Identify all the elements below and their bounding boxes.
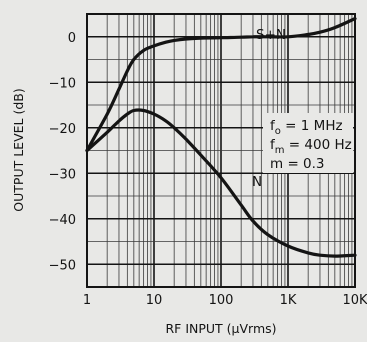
y-tick-label: −30 — [49, 167, 76, 182]
annotation-fm-value: = 400 Hz — [285, 137, 352, 153]
annotation-fo-symbol: f — [270, 118, 276, 134]
annotation-fm: fm = 400 Hz — [270, 137, 352, 156]
annotation-box — [263, 113, 353, 173]
y-tick-label: −20 — [49, 122, 76, 137]
y-tick-label: −40 — [49, 213, 76, 228]
series-layer — [85, 17, 357, 258]
x-tick-label: 10 — [146, 293, 163, 308]
x-tick-label: 1K — [280, 293, 297, 308]
tick-labels: 1 10 100 1K 10K 0 −10 −20 −30 −40 −50 — [49, 31, 367, 308]
annotation-m: m = 0.3 — [270, 156, 325, 172]
x-axis-label: RF INPUT (µVrms) — [165, 321, 276, 336]
annotation-fm-sub: m — [275, 145, 285, 156]
x-tick-label: 1 — [83, 293, 91, 308]
y-tick-label: −50 — [49, 258, 76, 273]
series-line-s-plus-n — [85, 17, 357, 153]
series-label-n: N — [252, 174, 262, 190]
series-line-n — [85, 108, 357, 258]
y-axis-label: OUTPUT LEVEL (dB) — [11, 88, 26, 211]
annotation-fo-value: = 1 MHz — [281, 118, 343, 134]
annotation-fm-symbol: f — [270, 137, 276, 153]
x-tick-label: 10K — [342, 293, 367, 308]
annotation-fo-sub: o — [275, 126, 281, 137]
y-tick-label: −10 — [49, 76, 76, 91]
annotation-fo: fo = 1 MHz — [270, 118, 343, 137]
y-tick-label: 0 — [68, 31, 76, 46]
x-tick-label: 100 — [209, 293, 234, 308]
series-label-s-plus-n: S+N — [256, 27, 286, 43]
